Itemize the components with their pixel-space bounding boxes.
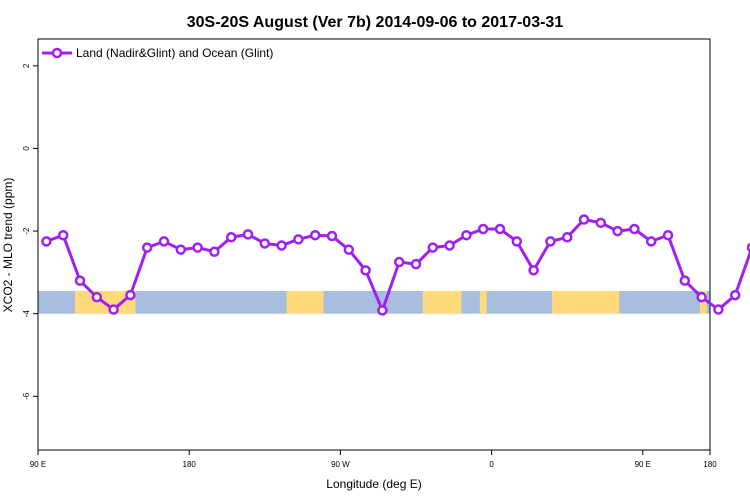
data-point (393, 256, 405, 268)
x-tick-label: 90 W (331, 460, 350, 469)
y-tick-label: 2 (22, 63, 31, 68)
land-patch (422, 290, 462, 314)
data-point (578, 214, 590, 225)
x-tick-label: 180 (183, 460, 197, 469)
data-point (141, 242, 153, 253)
data-point (360, 265, 371, 276)
x-tick-label: 90 E (30, 460, 46, 469)
data-point (259, 238, 271, 249)
data-point (595, 217, 607, 229)
data-point (444, 240, 455, 251)
data-point (645, 236, 657, 247)
data-point (696, 291, 707, 303)
land-patch (699, 290, 707, 314)
data-point (309, 229, 321, 241)
map-strip (38, 290, 710, 314)
data-point (427, 242, 439, 253)
x-tick-label: 90 E (635, 460, 651, 469)
data-point (276, 240, 287, 251)
ocean-strip (38, 290, 710, 314)
data-point (377, 305, 388, 316)
data-point (209, 246, 220, 257)
y-tick-label: -2 (22, 227, 31, 235)
data-point (108, 304, 119, 315)
data-point (612, 225, 623, 237)
land-patch (552, 290, 620, 314)
data-point (91, 291, 103, 303)
data-point (343, 244, 355, 255)
y-tick-label: 0 (22, 146, 31, 151)
data-point (192, 242, 203, 253)
data-point (713, 304, 724, 315)
data-point (461, 229, 472, 241)
data-point (662, 229, 674, 241)
x-tick-label: 180 (703, 460, 717, 469)
data-point (729, 289, 741, 301)
data-point (74, 275, 86, 286)
data-point (528, 265, 539, 276)
y-axis-label: XCO2 - MLO trend (ppm) (1, 178, 15, 313)
data-point (326, 230, 338, 242)
data-point (679, 275, 691, 286)
data-point (125, 289, 136, 301)
data-point (158, 236, 170, 247)
data-point (545, 236, 556, 247)
x-axis: 90 E 180 90 W 0 90 E 180 (30, 450, 717, 469)
data-point (410, 258, 422, 270)
data-point (57, 229, 69, 241)
x-axis-label: Longitude (deg E) (326, 477, 421, 491)
data-point (511, 236, 523, 247)
data-point (41, 236, 52, 247)
data-point (629, 223, 640, 235)
land-patch (479, 290, 487, 314)
legend: Land (Nadir&Glint) and Ocean (Glint) (42, 46, 273, 60)
data-point (561, 232, 573, 243)
y-tick-label: -6 (22, 392, 31, 400)
y-tick-label: -4 (22, 310, 31, 318)
series-layer (41, 214, 750, 316)
data-point (293, 234, 304, 245)
plot-frame (37, 38, 711, 451)
y-axis: 2 0 -2 -4 -6 (22, 63, 38, 400)
data-point (225, 232, 237, 243)
x-tick-label: 0 (489, 460, 494, 469)
chart-title: 30S-20S August (Ver 7b) 2014-09-06 to 20… (187, 14, 564, 31)
data-point (494, 223, 506, 235)
data-point (477, 223, 489, 235)
legend-marker (51, 47, 63, 59)
data-point (175, 244, 187, 255)
land-patch (286, 290, 324, 314)
legend-label: Land (Nadir&Glint) and Ocean (Glint) (76, 46, 273, 60)
data-point (242, 229, 254, 240)
